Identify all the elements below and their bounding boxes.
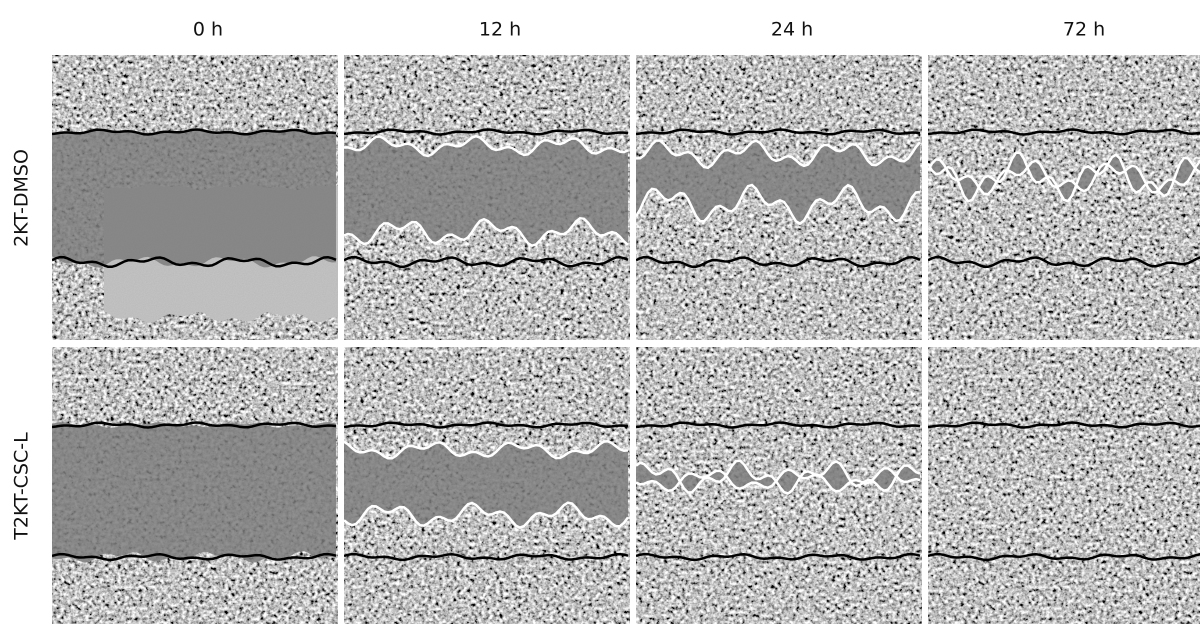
initial-edge [636, 128, 921, 136]
migration-front [928, 151, 1200, 203]
column-label: 0 h [193, 19, 223, 41]
initial-edge [928, 552, 1200, 562]
micrograph [52, 55, 338, 340]
migration-front [344, 440, 629, 460]
initial-edge [52, 128, 337, 136]
row-label: 2KT-DMSO [11, 149, 33, 247]
column-label: 72 h [1063, 19, 1105, 41]
initial-edge [928, 128, 1200, 136]
micrograph [52, 347, 338, 624]
migration-front [344, 134, 629, 158]
migration-front [636, 139, 921, 170]
cell-texture [928, 347, 1200, 624]
wound-area [344, 441, 628, 528]
micrograph [344, 55, 630, 340]
column-label: 24 h [771, 19, 813, 41]
initial-edge [636, 552, 921, 562]
initial-edge [636, 421, 921, 429]
initial-edge [52, 421, 337, 429]
initial-edge [344, 552, 629, 562]
migration-front [344, 501, 630, 529]
initial-edge [928, 421, 1200, 429]
micrograph [344, 347, 630, 624]
micrograph [928, 347, 1200, 624]
wound-area [344, 136, 628, 246]
wound-area [52, 129, 336, 268]
micrograph [928, 55, 1200, 340]
wound-area [636, 140, 920, 224]
initial-edge [52, 552, 337, 562]
initial-edge [928, 255, 1200, 269]
wound-area [636, 460, 920, 494]
initial-edge [344, 128, 629, 136]
image-grid [52, 55, 1200, 624]
initial-edge [344, 255, 629, 269]
micrograph [636, 347, 922, 624]
wound-area [928, 152, 1200, 202]
migration-front [928, 158, 1200, 196]
migration-front [344, 216, 629, 248]
migration-front [636, 183, 921, 226]
initial-edge [344, 421, 629, 429]
initial-edge [636, 255, 921, 269]
column-label: 12 h [479, 19, 521, 41]
micrograph [636, 55, 922, 340]
initial-edge [52, 255, 337, 269]
wound-area [52, 422, 336, 563]
migration-front [636, 459, 921, 496]
row-label: T2KT-CSC-L [11, 432, 33, 541]
